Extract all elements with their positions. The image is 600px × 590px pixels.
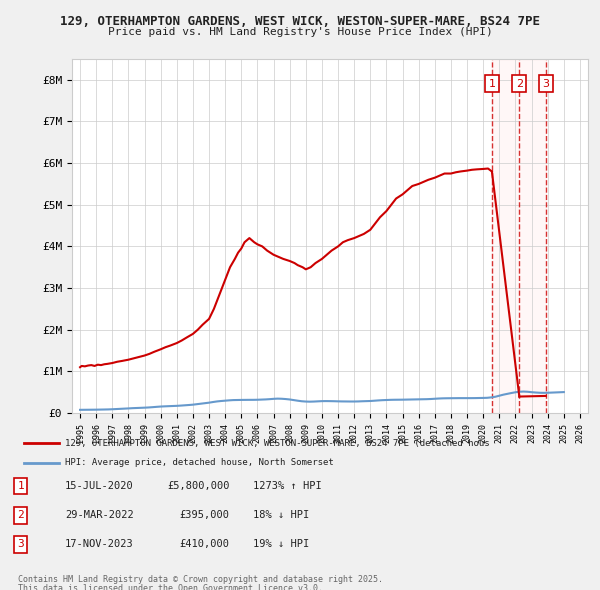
Text: £410,000: £410,000 [179, 539, 229, 549]
Text: 1: 1 [17, 481, 24, 491]
Text: £395,000: £395,000 [179, 510, 229, 520]
Text: 2: 2 [17, 510, 24, 520]
Text: HPI: Average price, detached house, North Somerset: HPI: Average price, detached house, Nort… [65, 458, 334, 467]
Text: 3: 3 [17, 539, 24, 549]
Text: 18% ↓ HPI: 18% ↓ HPI [253, 510, 309, 520]
Text: 15-JUL-2020: 15-JUL-2020 [65, 481, 134, 491]
Text: 1: 1 [488, 79, 496, 88]
Text: 19% ↓ HPI: 19% ↓ HPI [253, 539, 309, 549]
Text: 3: 3 [542, 79, 549, 88]
Text: 29-MAR-2022: 29-MAR-2022 [65, 510, 134, 520]
Text: 129, OTERHAMPTON GARDENS, WEST WICK, WESTON-SUPER-MARE, BS24 7PE: 129, OTERHAMPTON GARDENS, WEST WICK, WES… [60, 15, 540, 28]
Bar [492, 59, 546, 413]
Text: 17-NOV-2023: 17-NOV-2023 [65, 539, 134, 549]
Text: 2: 2 [516, 79, 523, 88]
Text: 1273% ↑ HPI: 1273% ↑ HPI [253, 481, 322, 491]
Text: This data is licensed under the Open Government Licence v3.0.: This data is licensed under the Open Gov… [18, 584, 323, 590]
Text: Price paid vs. HM Land Registry's House Price Index (HPI): Price paid vs. HM Land Registry's House … [107, 27, 493, 37]
Text: Contains HM Land Registry data © Crown copyright and database right 2025.: Contains HM Land Registry data © Crown c… [18, 575, 383, 584]
Text: £5,800,000: £5,800,000 [167, 481, 229, 491]
Text: 129, OTERHAMPTON GARDENS, WEST WICK, WESTON-SUPER-MARE, BS24 7PE (detached hous: 129, OTERHAMPTON GARDENS, WEST WICK, WES… [65, 438, 490, 448]
